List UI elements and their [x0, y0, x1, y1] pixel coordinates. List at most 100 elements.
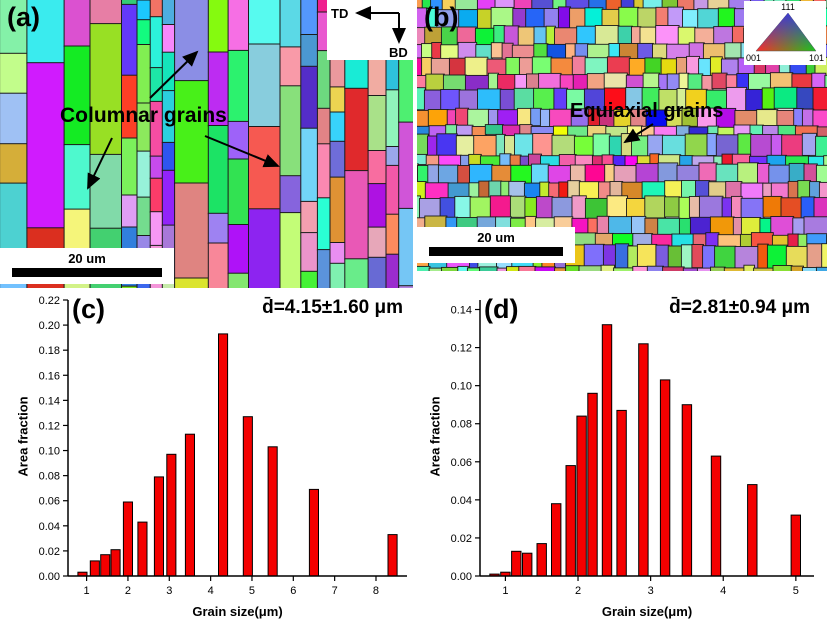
grain-cell [815, 164, 827, 184]
panel-label-a: (a) [7, 2, 40, 32]
grain-cell [227, 0, 250, 52]
x-tick-label: 4 [720, 585, 726, 597]
histogram-bar [747, 484, 758, 577]
grain-cell [344, 170, 370, 260]
grain-cell [436, 133, 458, 157]
grain-cell [431, 42, 443, 61]
grain-cell [578, 265, 603, 271]
grain-cell [207, 125, 230, 215]
grain-cell [26, 0, 66, 64]
grain-cell [823, 155, 827, 169]
grain-cell [535, 196, 554, 219]
y-tick-label: 0.12 [39, 420, 60, 432]
grain-cell [344, 258, 370, 288]
grain-cell [571, 55, 587, 77]
grain-cell [509, 195, 527, 218]
grain-cell [603, 72, 628, 90]
scale-bar-a-bar [12, 268, 162, 277]
grain-cell [248, 0, 282, 46]
grain-cell [696, 267, 712, 271]
grain-cell [697, 8, 720, 29]
grain-cell [637, 7, 658, 30]
grain-cell [821, 243, 827, 269]
grain-cell [300, 200, 319, 234]
grain-cell [454, 195, 472, 221]
grain-cell [174, 0, 210, 82]
grain-cell [655, 25, 680, 47]
ipf-triangle-svg: 111 001 101 [746, 2, 824, 63]
grain-cell [398, 285, 413, 288]
grain-cell [711, 72, 728, 90]
histogram-bar [122, 501, 134, 577]
grain-cell [367, 150, 388, 185]
x-axis-label-c: Grain size(μm) [192, 604, 283, 619]
histogram-bar [153, 476, 164, 577]
grain-cell [781, 134, 804, 159]
grain-cell [448, 57, 467, 76]
y-tick-label: 0.06 [451, 457, 472, 469]
histogram-bar [308, 488, 319, 577]
grain-cell [545, 25, 556, 45]
y-tick-label: 0.02 [39, 546, 60, 558]
histogram-bar [100, 554, 111, 577]
grain-cell [737, 133, 753, 157]
histogram-bar [511, 550, 522, 577]
grain-cell [367, 95, 388, 152]
grain-cell [63, 0, 92, 47]
grain-cell [551, 196, 574, 220]
grain-cell [149, 155, 164, 180]
grain-cell [824, 74, 827, 93]
grain-cell [793, 108, 804, 128]
grain-cell [427, 135, 439, 158]
grain-cell [149, 0, 164, 18]
grain-cell [442, 74, 467, 92]
grain-cell [706, 133, 718, 156]
grain-cell [121, 194, 139, 228]
grain-cell [174, 182, 210, 279]
grain-cell [543, 8, 560, 29]
grain-cell [806, 243, 824, 270]
ipf-triangle-blue-overlay [756, 13, 816, 51]
grain-cell [499, 88, 516, 112]
grain-cell [300, 34, 319, 68]
grain-cell [671, 233, 695, 247]
y-tick-label: 0.04 [451, 495, 472, 507]
grain-cell [606, 56, 631, 76]
grain-cell [530, 163, 550, 184]
grain-cell [558, 181, 570, 199]
grain-cell [248, 208, 282, 288]
x-tick-label: 7 [332, 585, 338, 597]
grain-cell [477, 88, 502, 112]
x-tick-label: 2 [575, 585, 581, 597]
grain-cell [801, 132, 817, 156]
panel-b-ebsd-map: (b) Equiaxial grains 111 001 [417, 0, 827, 271]
scale-bar-b: 20 um [417, 227, 575, 263]
grain-cell [367, 256, 388, 288]
grain-cell [756, 109, 779, 128]
histogram-bar [565, 465, 576, 577]
grain-cell [637, 42, 654, 60]
grain-cell [684, 133, 709, 159]
y-tick-label: 0.08 [451, 419, 472, 431]
histogram-bar [710, 455, 722, 577]
panel-label-d: (d) [484, 294, 519, 324]
compass-svg: TD BD [331, 6, 408, 60]
y-tick-label: 0.22 [39, 295, 60, 307]
histogram-bar [110, 549, 121, 577]
grain-cell [737, 162, 759, 184]
histogram-bar [137, 521, 148, 577]
histogram-bar [89, 560, 100, 577]
grain-cell [757, 243, 769, 271]
grain-cell [207, 0, 230, 53]
grain-cell [279, 0, 303, 48]
x-tick-label: 1 [84, 585, 90, 597]
x-tick-label: 5 [249, 585, 255, 597]
grain-cell [743, 264, 755, 271]
grain-cell [398, 207, 413, 287]
grain-cell [770, 134, 784, 158]
grain-cell [687, 73, 704, 91]
grain-cell [430, 57, 451, 77]
grain-cell [721, 153, 734, 165]
grain-cell [227, 224, 250, 275]
grain-cell [300, 0, 319, 36]
